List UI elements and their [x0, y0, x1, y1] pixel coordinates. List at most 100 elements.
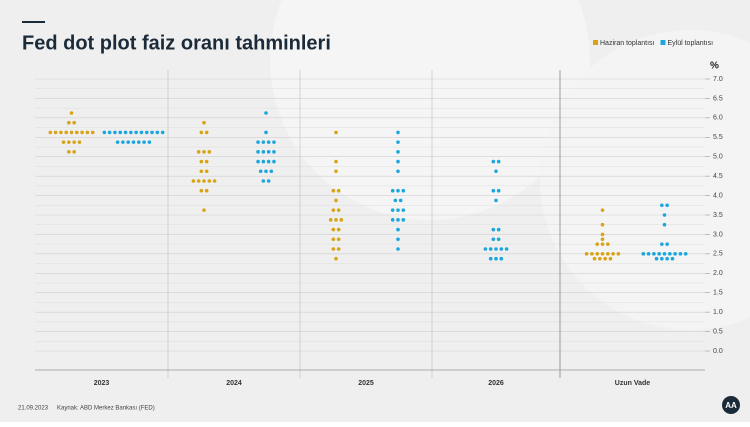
- dot: [67, 150, 71, 154]
- dot: [85, 130, 90, 135]
- y-tick-label: 3.5: [713, 212, 723, 219]
- y-unit: %: [710, 61, 719, 72]
- dot: [90, 130, 95, 135]
- dot: [331, 188, 336, 193]
- dot: [600, 232, 605, 237]
- dot: [396, 169, 400, 174]
- dot: [80, 130, 84, 135]
- dot: [204, 188, 209, 193]
- dot: [396, 159, 400, 164]
- dot: [665, 242, 669, 246]
- dot: [496, 159, 501, 164]
- dot: [202, 208, 206, 212]
- dot: [256, 150, 260, 154]
- dot: [496, 188, 501, 193]
- dot: [202, 120, 206, 125]
- chart-title: Fed dot plot faiz oranı tahminleri: [22, 32, 331, 54]
- dot: [670, 256, 675, 261]
- dot: [334, 130, 338, 135]
- dot: [396, 150, 400, 154]
- dot: [499, 247, 504, 251]
- dot: [608, 256, 613, 261]
- dot: [123, 130, 128, 135]
- dot: [199, 159, 204, 164]
- dot: [134, 130, 138, 135]
- dot: [600, 237, 605, 242]
- dot: [396, 218, 400, 222]
- dot: [266, 159, 271, 164]
- dot: [336, 237, 341, 242]
- dot: [72, 150, 76, 154]
- dot: [334, 198, 338, 203]
- dot: [196, 179, 201, 183]
- dot: [660, 242, 664, 246]
- y-tick-label: 7.0: [713, 76, 723, 83]
- legend-label: Eylül toplantısı: [667, 40, 713, 47]
- dot: [204, 130, 209, 135]
- dot: [118, 130, 123, 135]
- dot: [59, 130, 63, 135]
- dot: [131, 140, 136, 144]
- dot: [595, 242, 599, 246]
- dot: [336, 247, 341, 251]
- dot: [199, 188, 204, 193]
- dot: [660, 256, 664, 261]
- dot: [611, 252, 615, 256]
- dot: [590, 252, 594, 256]
- dot: [144, 130, 149, 135]
- dot: [264, 169, 268, 174]
- dot: [683, 252, 688, 256]
- dot: [595, 252, 599, 256]
- dot: [212, 179, 217, 183]
- dot: [272, 159, 276, 164]
- x-tick-label: 2024: [226, 380, 242, 387]
- dot: [67, 140, 71, 144]
- dot: [204, 159, 209, 164]
- dot: [499, 256, 504, 261]
- dot: [673, 252, 677, 256]
- dot: [494, 198, 498, 203]
- dot: [665, 256, 669, 261]
- y-tick-label: 1.0: [713, 309, 723, 316]
- decor: [270, 0, 590, 220]
- dot: [401, 208, 406, 212]
- dot: [401, 188, 406, 193]
- source: Kaynak: ABD Merkez Bankası (FED): [57, 406, 155, 412]
- dot: [336, 208, 341, 212]
- dot: [396, 247, 400, 251]
- dot: [199, 130, 204, 135]
- dot: [491, 227, 496, 232]
- dot: [662, 252, 667, 256]
- dot: [654, 256, 659, 261]
- dot: [331, 227, 336, 232]
- dot: [48, 130, 53, 135]
- date: 21.09.2023: [18, 406, 49, 412]
- dot: [606, 252, 610, 256]
- dot: [396, 227, 400, 232]
- dot: [592, 256, 597, 261]
- dot: [261, 179, 266, 183]
- dot: [660, 203, 664, 208]
- x-tick-label: Uzun Vade: [615, 380, 651, 387]
- legend-label: Haziran toplantısı: [600, 40, 655, 47]
- dot: [272, 150, 276, 154]
- dot: [334, 218, 338, 222]
- dot: [657, 252, 661, 256]
- dot: [491, 188, 496, 193]
- dot: [396, 130, 400, 135]
- dot: [496, 237, 501, 242]
- x-tick-label: 2025: [358, 380, 374, 387]
- dot: [256, 140, 260, 144]
- dot: [72, 120, 76, 125]
- dot: [668, 252, 672, 256]
- y-tick-label: 5.5: [713, 134, 723, 141]
- dot: [598, 256, 602, 261]
- dot: [584, 252, 589, 256]
- dot: [336, 227, 341, 232]
- dot: [207, 150, 212, 154]
- logo: AA: [722, 396, 740, 414]
- dot: [191, 179, 196, 183]
- y-tick-label: 6.5: [713, 95, 723, 102]
- dot: [600, 208, 605, 212]
